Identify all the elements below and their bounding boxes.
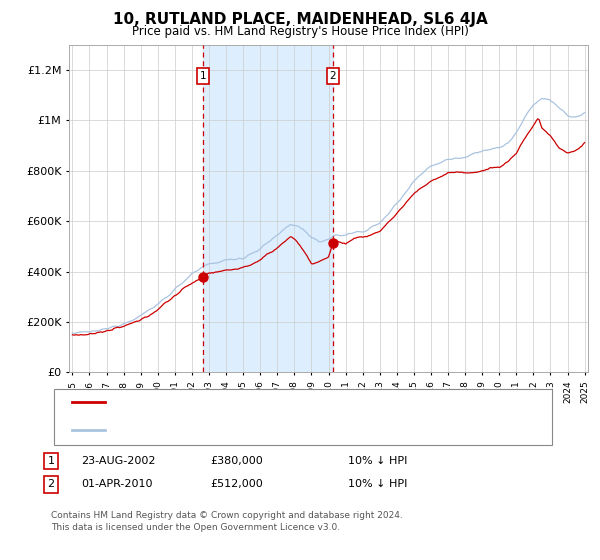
Text: 10% ↓ HPI: 10% ↓ HPI [348, 479, 407, 489]
Text: 10, RUTLAND PLACE, MAIDENHEAD, SL6 4JA: 10, RUTLAND PLACE, MAIDENHEAD, SL6 4JA [113, 12, 487, 27]
Text: 10% ↓ HPI: 10% ↓ HPI [348, 456, 407, 466]
Text: 2: 2 [329, 71, 336, 81]
Text: HPI: Average price, detached house, Windsor and Maidenhead: HPI: Average price, detached house, Wind… [111, 425, 460, 435]
Text: £512,000: £512,000 [210, 479, 263, 489]
Text: 23-AUG-2002: 23-AUG-2002 [81, 456, 155, 466]
Text: 10, RUTLAND PLACE, MAIDENHEAD, SL6 4JA (detached house): 10, RUTLAND PLACE, MAIDENHEAD, SL6 4JA (… [111, 397, 458, 407]
Text: 01-APR-2010: 01-APR-2010 [81, 479, 152, 489]
Text: 1: 1 [200, 71, 206, 81]
Bar [203, 45, 333, 372]
Text: 2: 2 [47, 479, 55, 489]
Text: Contains HM Land Registry data © Crown copyright and database right 2024.
This d: Contains HM Land Registry data © Crown c… [51, 511, 403, 531]
Text: 1: 1 [47, 456, 55, 466]
Text: £380,000: £380,000 [210, 456, 263, 466]
Text: Price paid vs. HM Land Registry's House Price Index (HPI): Price paid vs. HM Land Registry's House … [131, 25, 469, 38]
